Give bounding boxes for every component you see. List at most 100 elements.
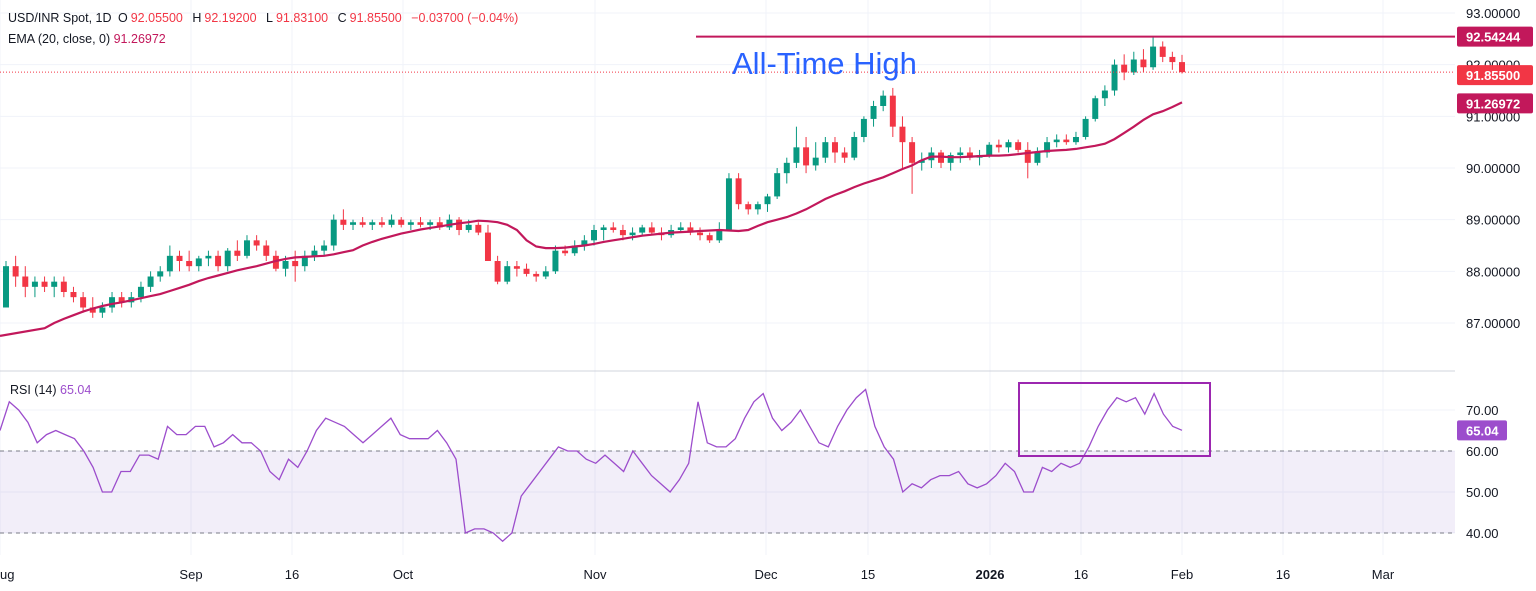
candle-body [321,245,328,251]
candle-body [378,222,385,225]
rsi-label[interactable]: RSI (14) [10,383,57,397]
candle-body [282,261,289,269]
candle-body [1034,152,1041,163]
candle-body [889,95,896,127]
candle-body [1159,46,1166,57]
candle-body [427,222,434,225]
candle-body [1063,139,1070,143]
time-tick-label: Sep [179,567,202,582]
rsi-axis[interactable]: 40.00 50.00 60.00 70.00 [1466,403,1499,541]
candle-body [369,222,376,225]
price-axis[interactable]: 87.0000088.0000089.0000090.0000091.00000… [1466,6,1520,331]
candle-body [1121,64,1128,73]
candle-body [831,142,838,153]
candle-body [398,219,405,225]
candle-body [542,271,549,277]
candle-body [581,240,588,246]
open-label: O [118,11,128,25]
close-value: 91.85500 [349,11,402,25]
time-axis[interactable]: ug Sep 16 Oct Nov Dec 15 2026 16 Feb 16 Mar [0,567,1395,582]
time-tick-label: Feb [1171,567,1193,582]
symbol-label[interactable]: USD/INR Spot, 1D [8,11,112,25]
ohlc-legend: USD/INR Spot, 1D O 92.05500 H 92.19200 L 91… [8,11,521,25]
candle-body [706,235,713,241]
candle-body [966,152,973,158]
candle-body [1111,64,1118,91]
ema-line [0,101,1183,337]
candle-body [1024,149,1031,163]
candle-body [494,261,501,282]
candle-body [562,250,569,254]
candle-body [504,266,511,282]
rsi-value: 65.04 [60,383,92,397]
rsi-highlight-box [1018,382,1211,457]
grid-lines [0,0,1455,555]
time-tick-label: Oct [393,567,414,582]
candle-body [812,157,819,166]
candle-body [157,271,164,277]
candle-body [484,232,491,261]
candle-body [687,227,694,233]
candle-body [1092,98,1099,119]
low-label: L [266,11,273,25]
candle-body [446,219,453,228]
price-tick-label: 88.00000 [1466,264,1520,279]
candle-body [745,204,752,210]
candle-body [311,250,318,256]
candle-body [301,255,308,267]
candle-body [995,144,1002,148]
candle-body [610,227,617,230]
candle-body [803,147,810,166]
candle-body [137,286,144,298]
candle-body [1044,142,1051,153]
candle-body [1101,90,1108,99]
candle-body [629,232,636,236]
candle-body [918,160,925,163]
rsi-tag: 65.04 [1466,423,1499,438]
rsi-legend: RSI (14) 65.04 [10,383,91,397]
candle-body [272,255,279,269]
time-tick-label: Dec [754,567,778,582]
candle-body [456,219,463,230]
rsi-reference-lines [0,450,1455,534]
candle-body [99,307,106,313]
time-tick-label: Nov [583,567,607,582]
open-value: 92.05500 [130,11,183,25]
change-value: −0.03700 (−0.04%) [411,11,519,25]
candle-body [841,152,848,158]
candle-body [909,142,916,163]
candle-body [224,250,231,267]
candle-body [571,245,578,254]
candle-body [475,224,482,233]
candle-body [1140,59,1147,68]
candle-body [359,222,366,225]
candle-body [80,297,87,308]
time-tick-label: 16 [285,567,299,582]
candle-body [957,152,964,156]
candle-body [764,196,771,205]
ema-label[interactable]: EMA (20, close, 0) [8,32,111,46]
candle-body [292,261,299,267]
close-label: C [337,11,347,25]
candle-body [1015,142,1022,150]
rsi-tick-label: 50.00 [1466,485,1499,500]
candle-body [186,261,193,267]
low-value: 91.83100 [275,11,329,25]
candle-body [205,255,212,259]
candle-body [1130,59,1137,73]
candle-body [677,227,684,230]
ema-value: 91.26972 [113,32,166,46]
candle-body [417,222,424,225]
candle-body [523,268,530,274]
candle-body [465,224,472,230]
candle-body [1072,137,1079,143]
candle-body [436,222,443,228]
candle-body [22,276,29,287]
candle-body [1082,118,1089,137]
rsi-tick-label: 60.00 [1466,444,1499,459]
candle-body [591,230,597,241]
all-time-high-tag-bg [1457,26,1533,47]
rsi-band [0,451,1455,533]
candle-body [263,245,270,256]
